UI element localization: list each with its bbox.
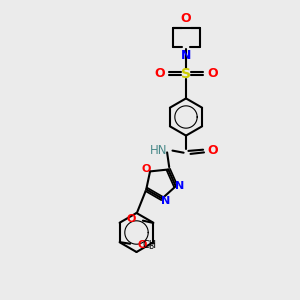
- Text: 3: 3: [149, 242, 154, 251]
- Text: O: O: [138, 240, 147, 250]
- Text: O: O: [142, 164, 151, 174]
- Text: O: O: [154, 67, 165, 80]
- Text: O: O: [207, 67, 217, 80]
- Text: O: O: [181, 12, 191, 25]
- Text: N: N: [175, 181, 184, 190]
- Text: S: S: [181, 67, 191, 80]
- Text: N: N: [161, 196, 170, 206]
- Text: CH: CH: [143, 240, 157, 250]
- Text: HN: HN: [150, 144, 167, 157]
- Text: N: N: [181, 49, 191, 62]
- Text: O: O: [126, 214, 135, 224]
- Text: O: O: [207, 144, 218, 157]
